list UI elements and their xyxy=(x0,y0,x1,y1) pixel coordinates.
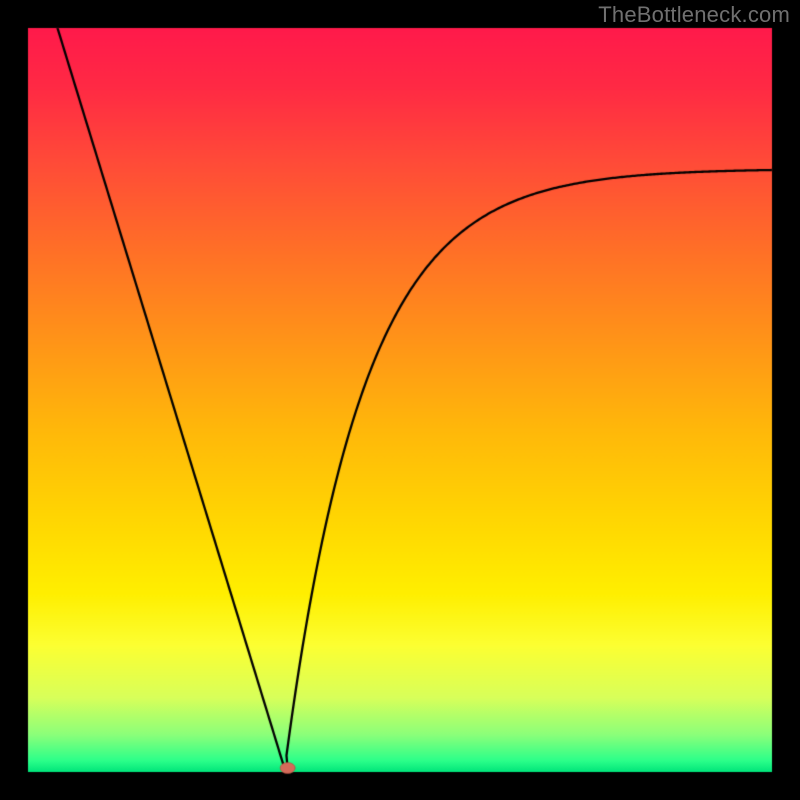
chart-stage: TheBottleneck.com xyxy=(0,0,800,800)
watermark-label: TheBottleneck.com xyxy=(598,2,790,28)
bottleneck-curve xyxy=(0,0,800,800)
